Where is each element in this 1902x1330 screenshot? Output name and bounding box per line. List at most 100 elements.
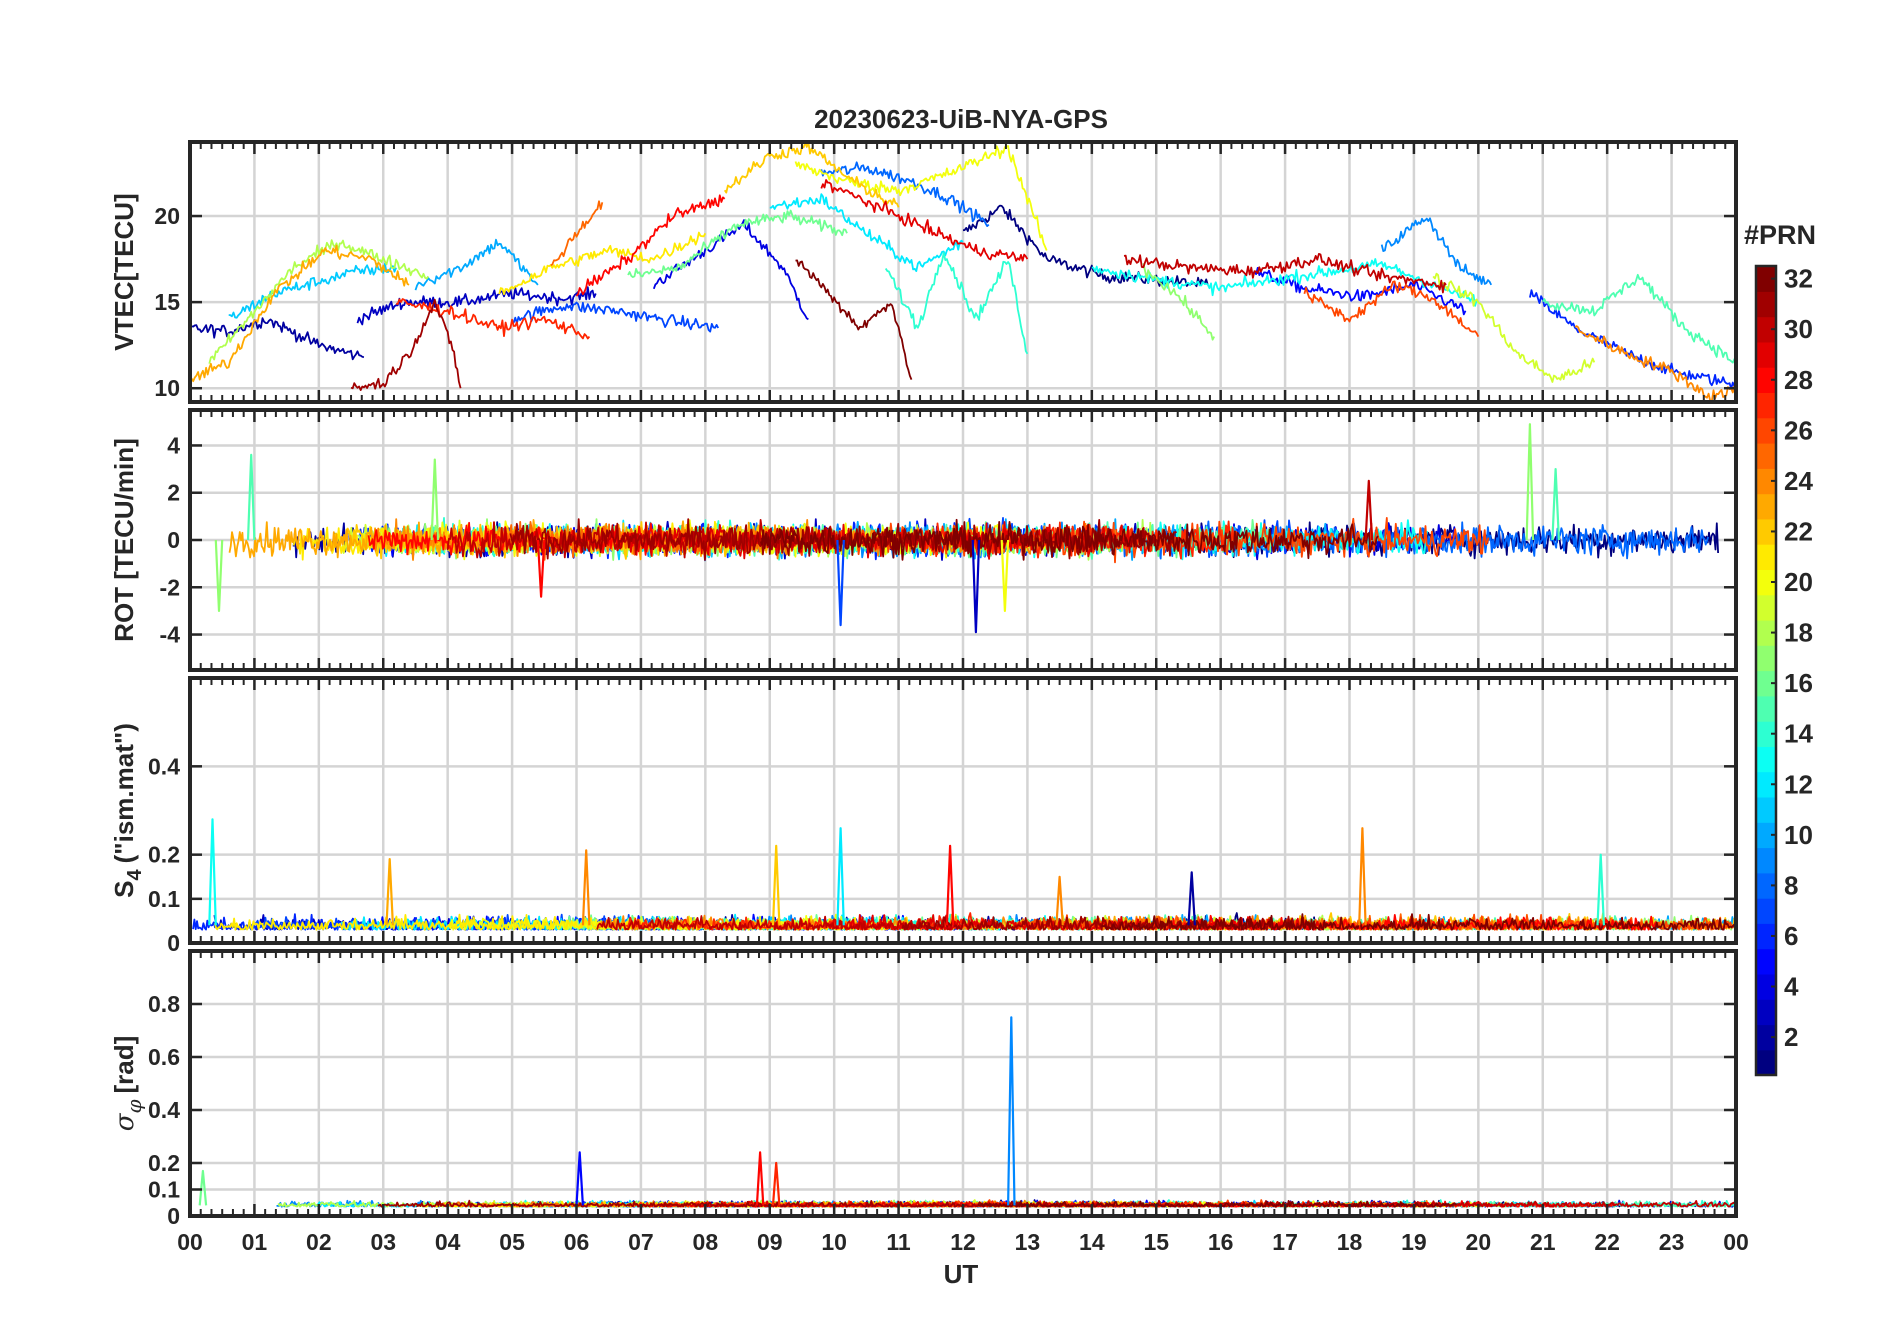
colorbar-segment — [1756, 923, 1776, 950]
vtec-series-prn-5 — [1252, 266, 1467, 316]
data-lines — [190, 142, 1736, 402]
s4-series-prn-32 — [1101, 913, 1736, 931]
colorbar-segment — [1756, 493, 1776, 520]
rot-peak — [1525, 423, 1535, 541]
colorbar-segment — [1756, 367, 1776, 393]
s4-peak — [1055, 875, 1064, 926]
colorbar-tick-label: 10 — [1784, 820, 1813, 850]
x-tick-label: 08 — [693, 1229, 719, 1255]
x-tick-label: 19 — [1401, 1229, 1427, 1255]
vtec-series-prn-32 — [795, 259, 913, 380]
vtec-series-prn-7 — [511, 301, 719, 333]
vtec-series-prn-28 — [575, 194, 726, 297]
y-tick-label: 0.2 — [148, 1150, 180, 1176]
rot-peak — [214, 539, 224, 613]
colorbar-tick-label: 16 — [1784, 668, 1813, 698]
colorbar-segment — [1756, 316, 1776, 343]
colorbar-segment — [1756, 847, 1776, 874]
colorbar-tick-label: 4 — [1784, 972, 1799, 1002]
vtec-series-prn-4 — [652, 219, 809, 321]
colorbar-segment — [1756, 948, 1776, 975]
s4-peak — [771, 844, 781, 926]
y-label-rest: ("ism.mat") — [109, 723, 139, 863]
colorbar-segment — [1756, 771, 1776, 798]
colorbar-segment — [1756, 468, 1776, 495]
x-tick-label: 00 — [1723, 1229, 1749, 1255]
colorbar-segment — [1756, 392, 1776, 419]
y-tick-label: 0.8 — [148, 991, 180, 1017]
s4-peak — [385, 857, 394, 926]
rot-peak — [1000, 539, 1010, 613]
vtec-series-prn-16 — [627, 209, 848, 279]
y-tick-label: 10 — [154, 375, 180, 401]
colorbar-segment — [1756, 1049, 1776, 1076]
s4-peak — [581, 849, 591, 926]
x-tick-label: 02 — [306, 1229, 332, 1255]
vtec-series-prn-11 — [228, 262, 397, 319]
vtec-series-prn-30 — [1123, 252, 1447, 294]
vtec-series-prn-20 — [794, 145, 1048, 251]
vtec-series-prn-25 — [550, 200, 604, 267]
colorbar-segment — [1756, 518, 1776, 545]
y-label-sub: φ — [122, 1100, 146, 1114]
colorbar-tick-label: 2 — [1784, 1022, 1798, 1052]
colorbar-tick-label: 8 — [1784, 870, 1798, 900]
vtec-series-prn-24 — [1574, 325, 1736, 402]
colorbar-tick-label: 22 — [1784, 516, 1813, 546]
ticks — [188, 951, 1738, 1218]
sigma-phi-series-prn-31 — [377, 1199, 1053, 1208]
y-label-base: σ — [110, 1112, 140, 1131]
s4-series-prn-30 — [596, 914, 954, 931]
y-axis-label: VTEC[TECU] — [109, 193, 139, 350]
s4-peak — [208, 818, 217, 926]
sigma-phi-panel: 00.10.2 0.4 0.6 0.8 σφ [rad] — [109, 949, 1738, 1229]
vtec-series-prn-19 — [1432, 272, 1596, 383]
vtec-series-prn-29 — [820, 179, 1029, 262]
vtec-series-prn-3 — [356, 286, 597, 326]
vtec-series-prn-22 — [723, 142, 900, 208]
y-axis-label: ROT [TECU/min] — [109, 438, 139, 642]
colorbar-segment — [1756, 569, 1776, 596]
y-axis-label: σφ [rad] — [109, 1036, 146, 1132]
colorbar-title: #PRN — [1744, 220, 1816, 250]
colorbar-tick-label: 24 — [1784, 466, 1813, 496]
y-tick-label: 0.1 — [148, 1177, 180, 1203]
colorbar-tick-label: 28 — [1784, 365, 1813, 395]
colorbar-segment — [1756, 822, 1776, 849]
vtec-series-prn-6 — [1529, 289, 1736, 390]
colorbar-segment — [1756, 999, 1776, 1026]
x-tick-label: 23 — [1659, 1229, 1685, 1255]
x-tick-label: 01 — [242, 1229, 268, 1255]
rot-peak — [1551, 468, 1560, 541]
data-lines — [192, 818, 1736, 931]
x-tick-label: 15 — [1143, 1229, 1169, 1255]
sigma-phi-peak — [771, 1161, 781, 1206]
y-tick-label: 4 — [167, 432, 180, 458]
y-label-sub: 4 — [124, 869, 146, 881]
vtec-series-prn-14 — [884, 251, 1029, 355]
colorbar-segment — [1756, 796, 1776, 823]
colorbar-segment — [1756, 341, 1776, 368]
rot-peak — [246, 453, 256, 541]
sigma-phi-series-prn-32 — [977, 1200, 1457, 1208]
x-tick-label: 05 — [499, 1229, 525, 1255]
x-tick-label: 14 — [1079, 1229, 1105, 1255]
rot-peak — [430, 458, 440, 541]
rot-panel: -4 -2 0 2 4 ROT [TECU/min] — [109, 408, 1738, 672]
rot-peak — [536, 539, 546, 598]
vtec-series-prn-12 — [769, 193, 964, 273]
y-axis-label: S4 ("ism.mat") — [109, 723, 146, 898]
colorbar-segment — [1756, 291, 1776, 318]
vtec-series-prn-26 — [1303, 280, 1480, 337]
rot-peak — [1364, 479, 1374, 541]
y-tick-label: 0 — [167, 1203, 180, 1229]
x-tick-label: 13 — [1015, 1229, 1041, 1255]
colorbar-tick-label: 30 — [1784, 314, 1813, 344]
x-tick-labels: 00 01 02 03 04 05 06 07 08 09 10 11 12 13 14 15 16 17 18 19… — [177, 1229, 1749, 1255]
colorbar-segment — [1756, 443, 1776, 469]
x-tick-label: 18 — [1337, 1229, 1363, 1255]
x-tick-label: 03 — [370, 1229, 396, 1255]
colorbar-segment — [1756, 619, 1776, 646]
s4-panel: 0 0.1 0.2 0.4 S4 ("ism.mat") — [109, 676, 1738, 956]
